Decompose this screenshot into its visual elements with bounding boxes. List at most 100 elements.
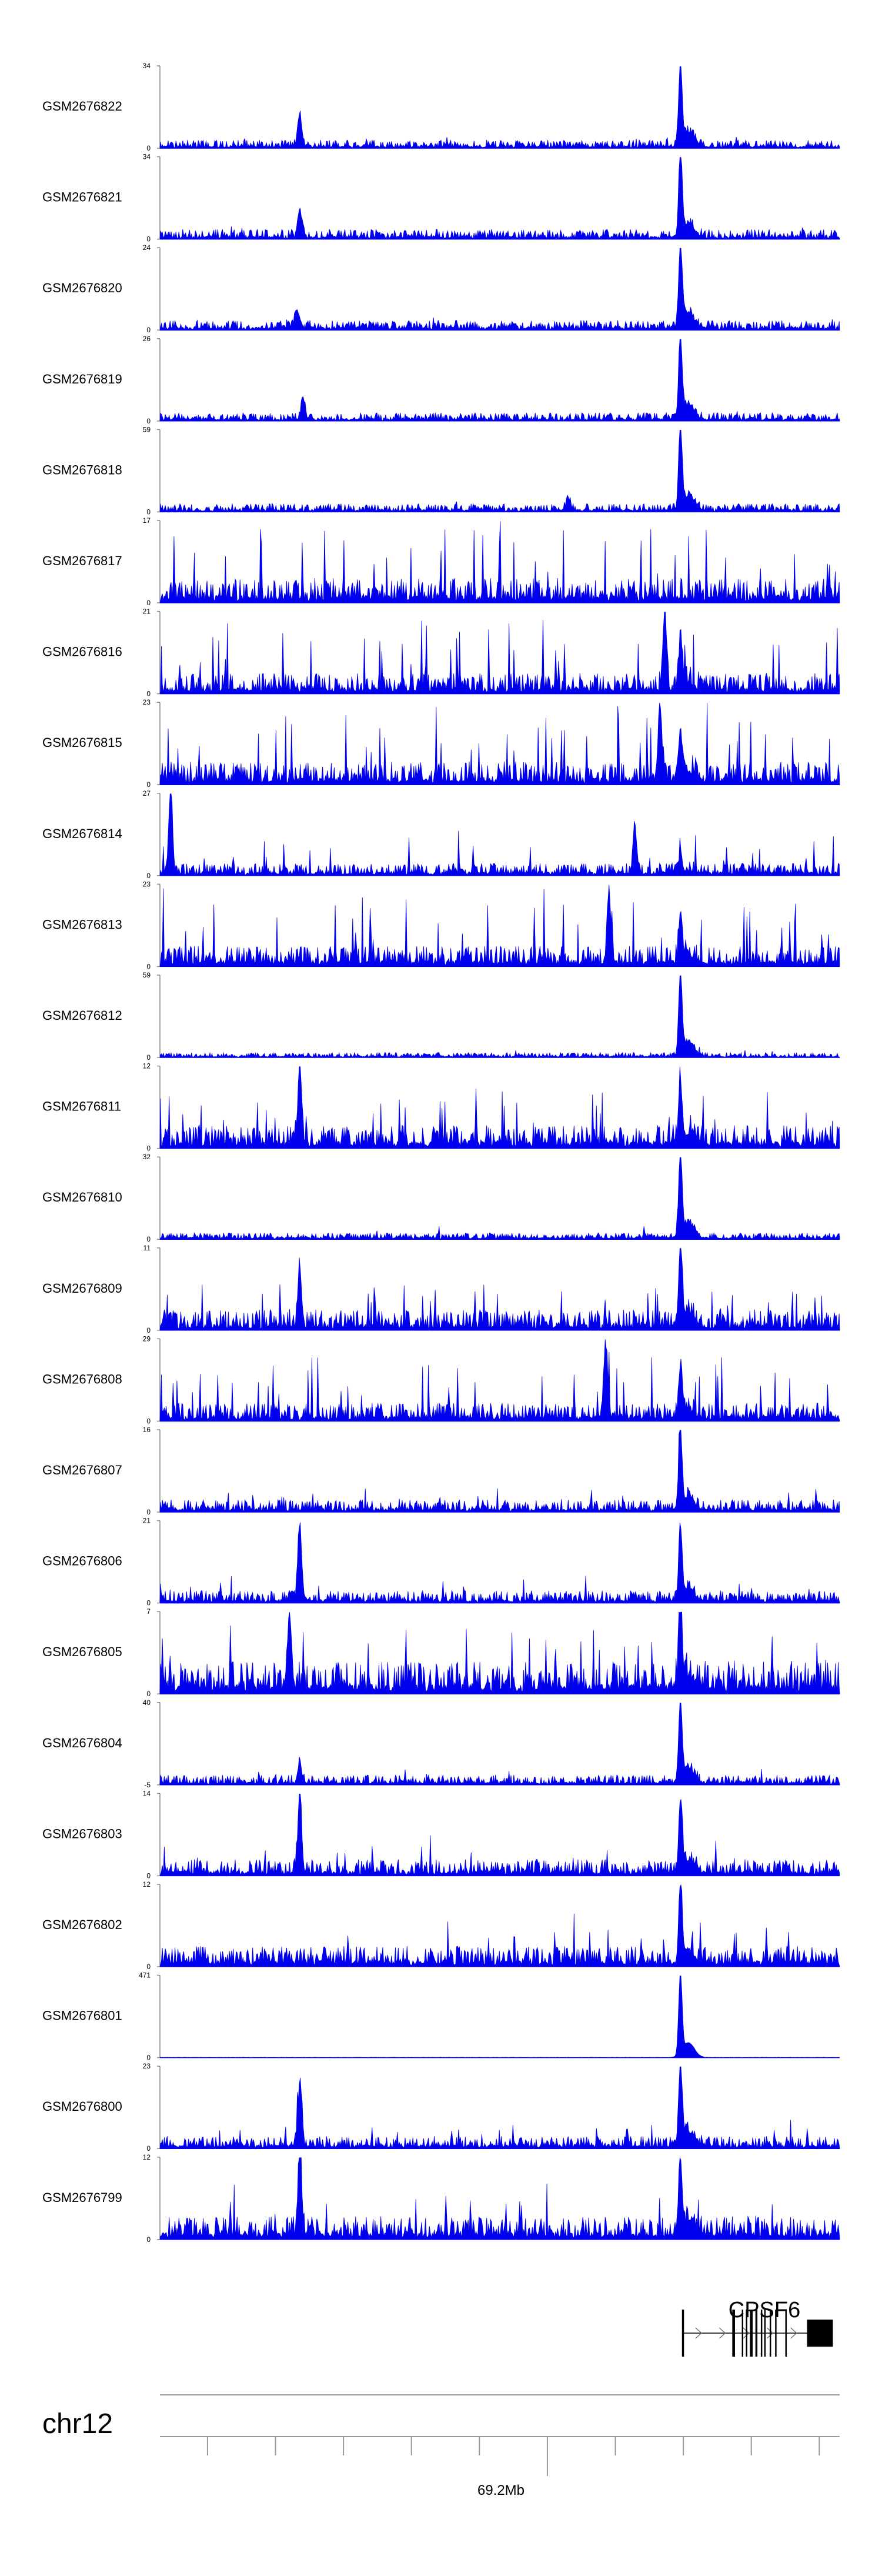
y-min-label: -5 [144,1781,151,1789]
coverage-area [159,339,840,422]
track-GSM2676809: GSM2676809 11 0 [42,1244,840,1334]
track-GSM2676800: GSM2676800 23 0 [42,2062,840,2153]
coverage-area [159,703,840,785]
y-min-label: 0 [146,1508,151,1516]
y-max-label: 471 [139,1971,151,1980]
track-GSM2676806: GSM2676806 21 0 [42,1517,840,1607]
track-name: GSM2676799 [42,2190,122,2205]
track-name: GSM2676801 [42,2008,122,2023]
strand-arrow [766,2327,774,2339]
track-GSM2676804: GSM2676804 40 -5 [42,1699,840,1789]
exon [741,2310,744,2357]
y-min-label: 0 [146,417,151,425]
y-max-label: 17 [143,516,151,525]
exon [775,2310,777,2357]
y-max-label: 23 [143,2062,151,2070]
track-name: GSM2676810 [42,1190,122,1204]
track-GSM2676815: GSM2676815 23 0 [42,698,840,789]
coverage-area [159,157,840,239]
coverage-area [159,975,840,1058]
track-name: GSM2676815 [42,735,122,750]
y-max-label: 59 [143,971,151,979]
track-GSM2676801: GSM2676801 471 0 [42,1971,840,2062]
track-name: GSM2676817 [42,553,122,568]
y-min-label: 0 [146,872,151,880]
y-max-label: 12 [143,2153,151,2161]
coverage-area [159,793,840,876]
strand-arrow [695,2327,702,2339]
strand-arrow [790,2327,797,2339]
y-max-label: 24 [143,243,151,252]
track-name: GSM2676806 [42,1554,122,1569]
track-GSM2676812: GSM2676812 59 0 [42,971,840,1062]
y-min-label: 0 [146,1690,151,1698]
track-GSM2676808: GSM2676808 29 0 [42,1334,840,1425]
track-GSM2676810: GSM2676810 32 0 [42,1153,840,1243]
track-GSM2676807: GSM2676807 16 0 [42,1426,840,1516]
y-min-label: 0 [146,1417,151,1425]
coverage-area [159,248,840,331]
track-GSM2676803: GSM2676803 14 0 [42,1789,840,1880]
exon [760,2310,763,2357]
track-name: GSM2676822 [42,99,122,114]
y-min-label: 0 [146,1144,151,1153]
y-max-label: 7 [146,1607,151,1616]
track-name: GSM2676800 [42,2099,122,2114]
track-name: GSM2676809 [42,1281,122,1296]
y-max-label: 26 [143,335,151,343]
coverage-area [159,1157,840,1240]
y-max-label: 34 [143,153,151,161]
track-name: GSM2676804 [42,1736,122,1750]
coverage-area [159,1339,840,1422]
coverage-area [159,430,840,512]
track-GSM2676821: GSM2676821 34 0 [42,153,840,243]
exon [732,2310,735,2357]
exon [807,2320,833,2347]
y-min-label: 0 [146,690,151,698]
track-name: GSM2676813 [42,917,122,932]
coverage-area [159,1884,840,1967]
track-GSM2676811: GSM2676811 12 0 [42,1062,840,1153]
coverage-area [159,1066,840,1149]
chromosome-label: chr12 [42,2408,113,2440]
y-min-label: 0 [146,326,151,334]
track-name: GSM2676802 [42,1917,122,1932]
strand-arrow [719,2327,726,2339]
y-min-label: 0 [146,2235,151,2244]
exon [769,2310,771,2357]
track-GSM2676813: GSM2676813 23 0 [42,880,840,970]
track-name: GSM2676819 [42,372,122,386]
track-name: GSM2676812 [42,1008,122,1023]
track-name: GSM2676820 [42,281,122,295]
track-name: GSM2676805 [42,1644,122,1659]
exon [746,2310,747,2357]
y-min-label: 0 [146,144,151,152]
chromosome-axis: chr12 69.2Mb [42,2394,840,2498]
coverage-area [159,1976,840,2058]
track-name: GSM2676807 [42,1463,122,1477]
y-min-label: 0 [146,235,151,243]
track-name: GSM2676818 [42,462,122,477]
y-max-label: 21 [143,608,151,616]
coverage-tracks: GSM2676822340GSM2676821340GSM2676820240G… [42,62,840,2244]
y-min-label: 0 [146,780,151,789]
y-min-label: 0 [146,1235,151,1243]
coverage-area [159,1703,840,1786]
y-max-label: 12 [143,1880,151,1888]
coverage-area [159,1430,840,1513]
coverage-area [159,1611,840,1694]
y-min-label: 0 [146,962,151,970]
y-max-label: 11 [143,1244,151,1252]
exon [681,2310,684,2357]
y-max-label: 12 [143,1062,151,1070]
exon [755,2310,758,2357]
track-GSM2676819: GSM2676819 26 0 [42,335,840,425]
y-max-label: 14 [143,1789,151,1797]
track-GSM2676817: GSM2676817 17 0 [42,516,840,607]
y-min-label: 0 [146,1963,151,1971]
track-GSM2676816: GSM2676816 21 0 [42,608,840,698]
axis-position-label: 69.2Mb [477,2482,524,2498]
gene-annotation-track: CPSF6 [681,2298,833,2357]
y-max-label: 59 [143,425,151,433]
